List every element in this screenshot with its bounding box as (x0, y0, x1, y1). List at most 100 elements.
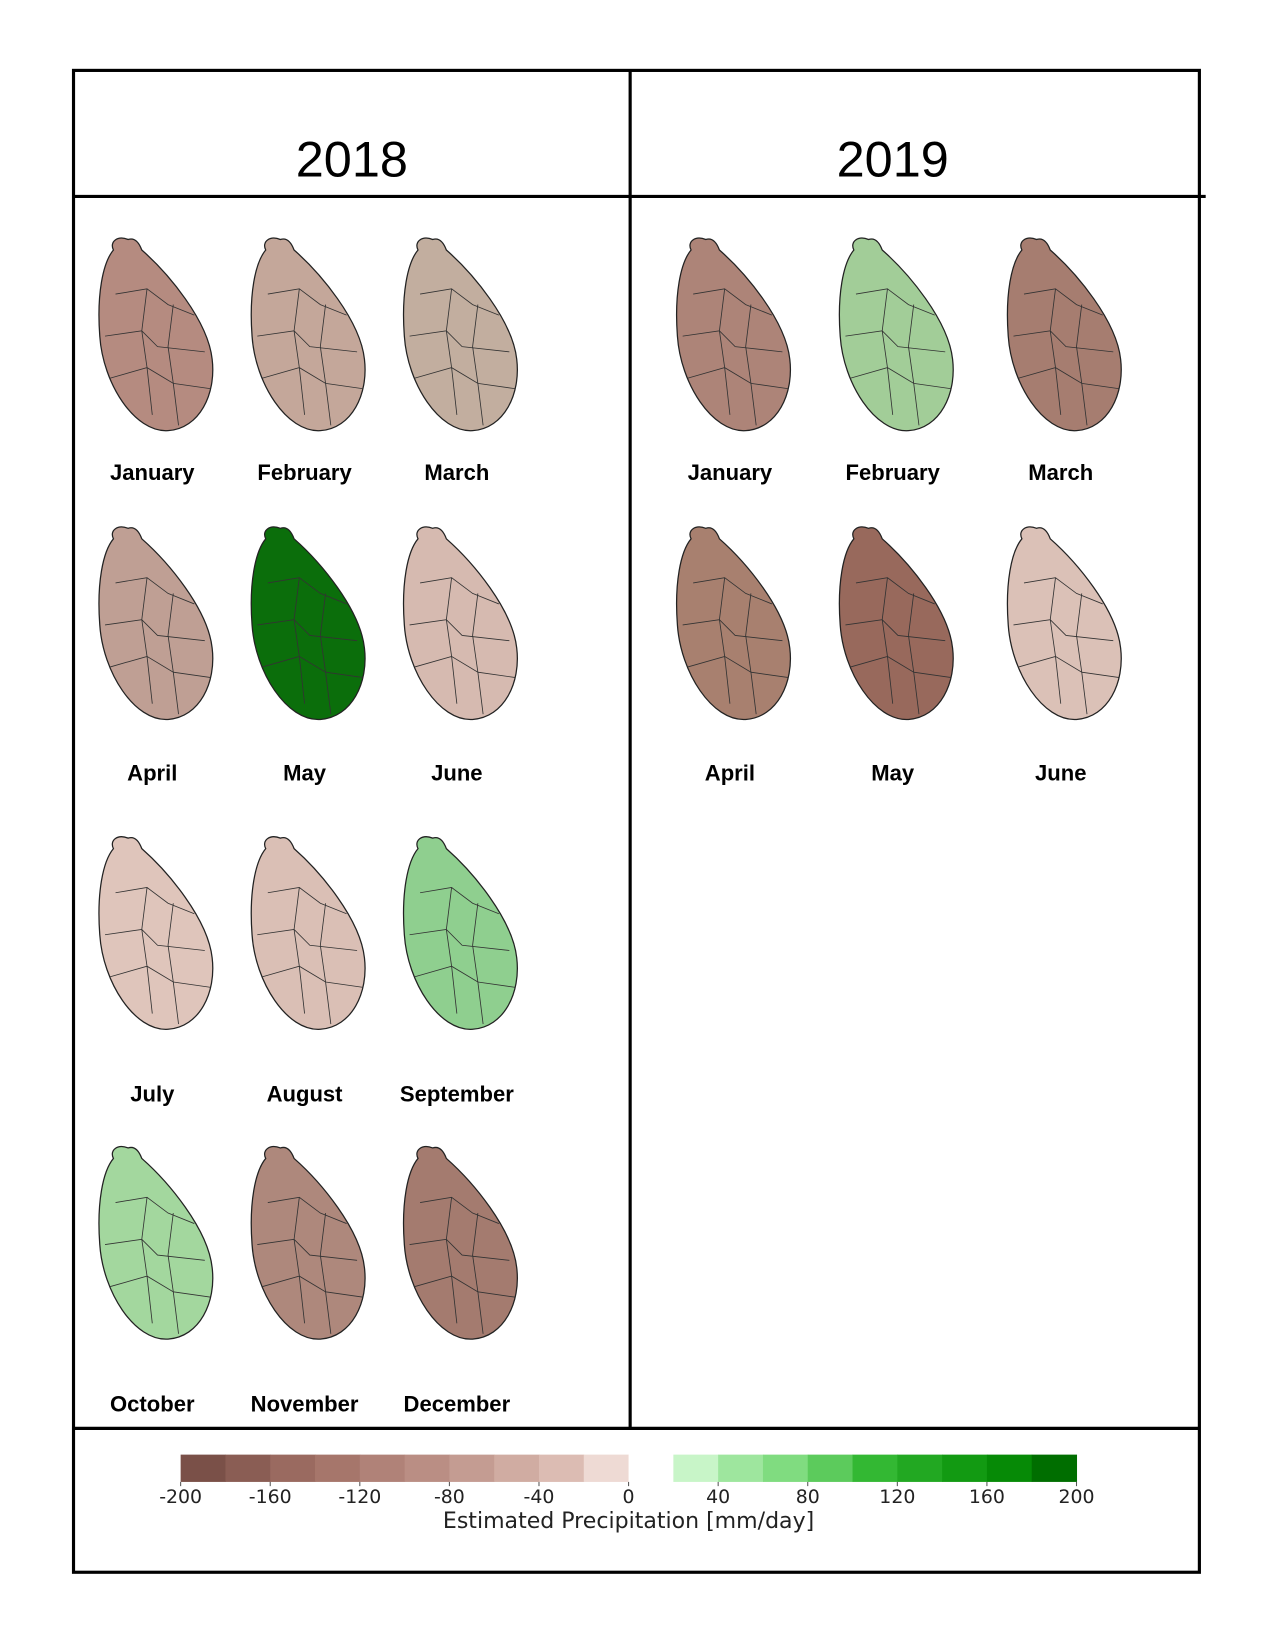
map-region (838, 237, 954, 432)
colorbar-segment (538, 1454, 585, 1482)
colorbar-segment (225, 1454, 271, 1482)
colorbar-segment (404, 1454, 450, 1482)
year-header: 2018 (296, 130, 408, 187)
map (98, 1146, 214, 1340)
map-region (250, 1146, 366, 1340)
district-borders (104, 288, 211, 426)
month-label: January (688, 460, 773, 485)
district-borders (682, 577, 788, 715)
colorbar-tick-label: -120 (338, 1486, 381, 1508)
colorbar-tick-label: -80 (434, 1486, 465, 1508)
district-borders (104, 577, 211, 715)
colorbar-segment (807, 1454, 854, 1482)
map (250, 526, 366, 721)
district-borders (409, 288, 515, 426)
district-borders (409, 577, 515, 715)
map (98, 237, 214, 432)
month-label: August (267, 1082, 344, 1107)
month-label: September (400, 1082, 514, 1107)
map-region (675, 237, 792, 432)
district-borders (1013, 577, 1119, 715)
frame (71, 68, 1206, 1574)
map-region (402, 1146, 518, 1340)
month-label: December (404, 1392, 511, 1417)
map (1006, 237, 1122, 432)
colorbar-segment (986, 1454, 1033, 1482)
district-borders (104, 887, 211, 1025)
month-label: April (705, 760, 755, 785)
colorbar-segment (1031, 1454, 1078, 1482)
district-borders (409, 1196, 515, 1334)
map (675, 526, 792, 721)
district-borders (845, 288, 951, 426)
district-borders (682, 288, 788, 426)
map-region (1006, 526, 1122, 721)
map (250, 836, 366, 1030)
map-region (250, 836, 366, 1030)
map-region (98, 836, 214, 1030)
map (250, 1146, 366, 1340)
colorbar-segment (718, 1454, 764, 1482)
colorbar-tick-label: -200 (159, 1486, 202, 1508)
district-borders (104, 1196, 211, 1334)
colorbar-segment (180, 1454, 226, 1482)
map-region (98, 1146, 214, 1340)
map-region (838, 526, 954, 721)
district-borders (257, 887, 363, 1025)
map (675, 237, 792, 432)
map (402, 526, 518, 721)
colorbar-segment (852, 1454, 898, 1482)
colorbar-segment (942, 1454, 988, 1482)
colorbar-segment (583, 1454, 630, 1482)
map-region (98, 237, 214, 432)
map (402, 237, 518, 432)
month-label: November (251, 1392, 359, 1417)
month-label: April (127, 760, 177, 785)
district-borders (845, 577, 951, 715)
month-label: February (846, 460, 941, 485)
colorbar-segment (315, 1454, 361, 1482)
map-region (250, 526, 366, 721)
colorbar-tick-label: 160 (969, 1486, 1005, 1508)
map-region (675, 526, 792, 721)
map-region (402, 237, 518, 432)
year-header: 2019 (837, 130, 949, 187)
month-label: October (110, 1392, 195, 1417)
map-region (250, 237, 366, 432)
district-borders (257, 288, 363, 426)
district-borders (257, 1196, 363, 1334)
map (402, 1146, 518, 1340)
colorbar-tick-label: 40 (706, 1486, 730, 1508)
map (838, 237, 954, 432)
colorbar-segment (673, 1454, 719, 1482)
map-region (402, 526, 518, 721)
colorbar-tick-label: -40 (524, 1486, 555, 1508)
colorbar-segment (897, 1454, 943, 1482)
map-region (98, 526, 214, 721)
map (1006, 526, 1122, 721)
map (838, 526, 954, 721)
map (402, 836, 518, 1030)
month-label: June (1035, 760, 1086, 785)
month-label: March (1028, 460, 1093, 485)
colorbar-tick-label: 0 (623, 1486, 635, 1508)
colorbar-segment (270, 1454, 316, 1482)
district-borders (257, 577, 363, 715)
colorbar-segment (628, 1454, 674, 1482)
month-label: February (257, 460, 352, 485)
colorbar-segment (359, 1454, 406, 1482)
map-region (1006, 237, 1122, 432)
colorbar-segment (449, 1454, 495, 1482)
map (98, 526, 214, 721)
month-label: January (110, 460, 195, 485)
colorbar-tick-label: -160 (249, 1486, 292, 1508)
month-label: May (871, 760, 915, 785)
map (250, 237, 366, 432)
colorbar-tick-label: 120 (879, 1486, 915, 1508)
colorbar-segment (762, 1454, 809, 1482)
month-label: May (283, 760, 327, 785)
map (98, 836, 214, 1030)
month-label: June (431, 760, 482, 785)
month-label: March (424, 460, 489, 485)
